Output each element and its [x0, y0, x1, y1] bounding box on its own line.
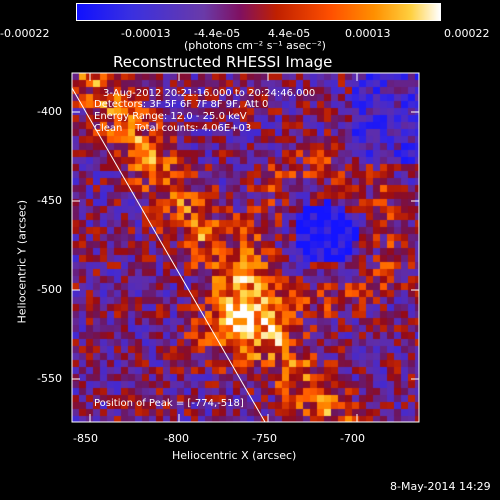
info-time: 3-Aug-2012 20:21:16.000 to 20:24:46.000	[103, 88, 316, 99]
colorbar-tick-2: -0.00013	[121, 27, 171, 40]
info-peak: Position of Peak = [-774,-518]	[94, 398, 244, 409]
footer-timestamp: 8-May-2014 14:29	[390, 480, 491, 493]
info-clean: Clean Total counts: 4.06E+03	[94, 123, 252, 134]
info-energy: Energy Range: 12.0 - 25.0 keV	[94, 111, 247, 122]
colorbar-tick-1: -0.00022	[0, 27, 50, 40]
y-tick-label: -400	[37, 105, 62, 118]
colorbar-tick-4: 4.4e-05	[268, 27, 311, 40]
colorbar-tick-6: 0.00022	[444, 27, 490, 40]
image-canvas	[72, 73, 419, 422]
y-tick-label: -550	[37, 372, 62, 385]
y-tick-label: -450	[37, 194, 62, 207]
rhessi-image	[72, 73, 419, 422]
x-axis-label: Heliocentric X (arcsec)	[172, 449, 297, 462]
x-tick-label: -750	[252, 432, 277, 445]
colorbar-tick-3: -4.4e-05	[194, 27, 241, 40]
plot-title: Reconstructed RHESSI Image	[113, 53, 333, 71]
colorbar-unit-label: (photons cm⁻² s⁻¹ asec⁻²)	[184, 39, 326, 52]
x-tick-label: -800	[164, 432, 189, 445]
info-detectors: Detectors: 3F 5F 6F 7F 8F 9F, Att 0	[94, 99, 269, 110]
x-tick-label: -700	[340, 432, 365, 445]
x-tick-label: -850	[73, 432, 98, 445]
colorbar	[76, 3, 441, 21]
colorbar-tick-5: 0.00013	[345, 27, 391, 40]
y-tick-label: -500	[37, 283, 62, 296]
solar-limb-line	[71, 87, 266, 423]
y-axis-label: Heliocentric Y (arcsec)	[15, 199, 29, 324]
